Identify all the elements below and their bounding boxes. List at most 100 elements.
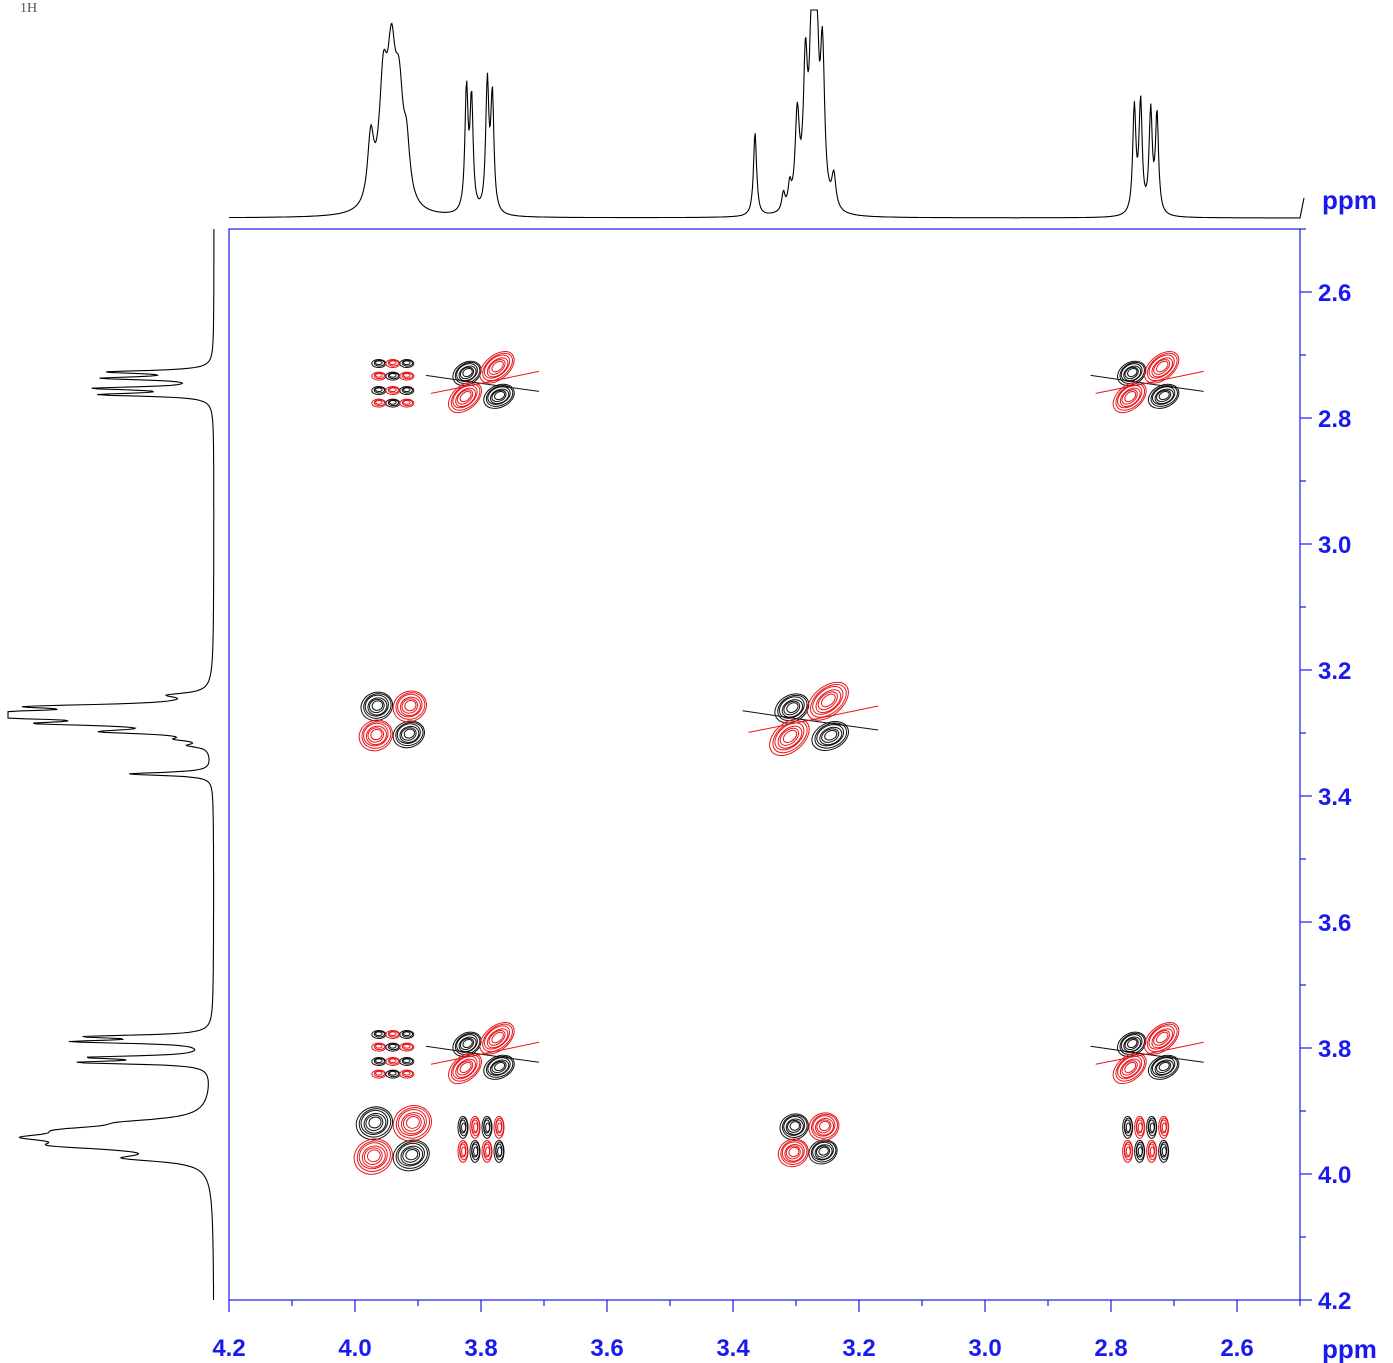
contour-line — [450, 1054, 481, 1082]
x-tick-label: 3.8 — [464, 1335, 497, 1362]
contour-line — [395, 1107, 431, 1139]
contour-line — [406, 1116, 420, 1129]
contour-line — [403, 360, 411, 366]
contour-line — [482, 1023, 513, 1053]
contour-line — [1150, 1055, 1178, 1078]
contour-line — [401, 386, 414, 394]
contour-line — [399, 398, 415, 408]
cross-peak — [742, 681, 879, 757]
contour-line — [396, 723, 421, 744]
contour-line — [399, 725, 420, 743]
contour-line — [392, 1105, 433, 1142]
contour-line — [788, 1146, 800, 1158]
contour-line — [811, 721, 849, 751]
contour-line — [806, 681, 849, 721]
contour-line — [375, 372, 383, 378]
contour-line — [1151, 357, 1174, 378]
contour-line — [810, 1140, 837, 1163]
x-tick-label: 4.0 — [338, 1335, 371, 1362]
contour-line — [1095, 370, 1204, 394]
contour-line — [400, 1112, 425, 1135]
contour-line — [392, 1139, 430, 1172]
contour-line — [363, 1112, 387, 1134]
contour-line — [403, 1070, 411, 1076]
contour-line — [370, 728, 383, 741]
contour-line — [399, 1069, 415, 1079]
contour-line — [1124, 1061, 1137, 1074]
contour-line — [1158, 1061, 1170, 1072]
contour-line — [819, 1120, 830, 1132]
contour-line — [821, 693, 836, 708]
contour-line — [395, 692, 426, 720]
contour-line — [392, 720, 425, 749]
contour-line — [779, 1113, 809, 1141]
contour-line — [402, 1147, 421, 1163]
x-tick-label: 4.2 — [212, 1335, 245, 1362]
contour-line — [777, 1138, 809, 1168]
contour-line — [389, 1043, 397, 1049]
contour-line — [1127, 1038, 1138, 1049]
cross-peak — [358, 690, 427, 752]
contour-line — [473, 1146, 479, 1157]
contour-line — [450, 383, 481, 411]
contour-line — [402, 1114, 422, 1132]
contour-line — [483, 354, 511, 379]
contour-line — [1153, 1030, 1171, 1046]
y-tick-label: 4.2 — [1318, 1288, 1351, 1315]
contour-line — [375, 1058, 383, 1064]
contour-line — [810, 683, 847, 718]
contour-line — [482, 352, 513, 382]
contour-line — [1156, 1031, 1169, 1044]
contour-line — [387, 359, 400, 367]
contour-line — [479, 351, 515, 384]
y-tick-label: 2.8 — [1318, 406, 1351, 433]
contour-line — [824, 729, 838, 741]
contour-line — [389, 1058, 397, 1064]
contour-line — [361, 721, 392, 749]
contour-line — [375, 360, 383, 366]
contour-line — [399, 371, 415, 381]
contour-line — [462, 368, 473, 378]
contour-line — [815, 689, 842, 714]
contour-line — [1147, 383, 1180, 409]
contour-line — [1125, 1122, 1131, 1133]
contour-line — [456, 1060, 474, 1076]
contour-line — [815, 1117, 834, 1136]
contour-line — [452, 1055, 478, 1080]
contour-line — [400, 727, 417, 741]
contour-line — [491, 360, 504, 373]
contour-line — [782, 729, 798, 744]
contour-line — [1146, 352, 1178, 382]
contour-line — [748, 705, 879, 733]
contour-line — [399, 1042, 415, 1052]
contour-line — [786, 702, 799, 713]
contour-line — [808, 1112, 840, 1142]
x-tick-label: 2.8 — [1094, 1335, 1127, 1362]
contour-line — [1143, 1021, 1180, 1055]
contour-line — [1124, 366, 1139, 380]
corner-label: 1H — [20, 1, 37, 16]
contour-line — [355, 1106, 394, 1141]
contour-line — [781, 1141, 805, 1163]
contour-line — [812, 1115, 836, 1137]
cross-peak-contours — [353, 351, 1204, 1175]
contour-line — [473, 1122, 479, 1133]
contour-line — [459, 366, 475, 380]
contour-line — [375, 387, 383, 393]
contour-line — [816, 1119, 832, 1134]
contour-line — [489, 388, 510, 405]
cross-peak — [371, 1030, 415, 1079]
contour-line — [815, 1145, 831, 1158]
contour-line — [363, 693, 392, 719]
contour-line — [783, 1116, 806, 1136]
contour-line — [403, 1031, 411, 1037]
contour-line — [1117, 384, 1143, 409]
contour-line — [403, 399, 411, 405]
contour-line — [461, 1146, 467, 1157]
contour-line — [789, 1121, 801, 1131]
contour-line — [1143, 351, 1180, 384]
contour-line — [769, 718, 810, 757]
contour-line — [405, 1149, 419, 1161]
contour-line — [397, 693, 423, 718]
contour-line — [459, 1037, 475, 1051]
